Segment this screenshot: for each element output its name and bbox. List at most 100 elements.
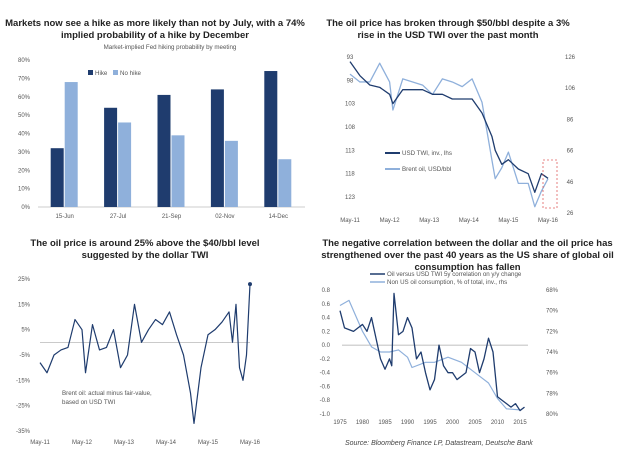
chart1-subtitle: Market-implied Fed hiking probability by… [104, 44, 237, 51]
bar-hike [210, 89, 224, 207]
bar-no-hike [171, 135, 185, 207]
annotation-line1: Brent oil: actual minus fair-value, [62, 390, 152, 397]
x-tick-label: 2015 [513, 420, 527, 426]
right-y-tick-label: 80% [546, 412, 559, 418]
y-tick-label: -15% [16, 378, 31, 384]
right-y-tick-label: 26 [567, 211, 574, 217]
bar-no-hike [224, 140, 238, 207]
y-tick-label: 40% [18, 132, 31, 138]
left-y-tick-label: 118 [345, 172, 355, 178]
x-tick-label: May-11 [30, 440, 50, 446]
left-y-tick-label: 0.8 [322, 288, 331, 294]
chart4-title: The negative correlation between the dol… [321, 238, 614, 273]
y-tick-label: 10% [18, 187, 31, 193]
x-tick-label: May-12 [380, 218, 401, 224]
x-tick-label: 02-Nov [215, 214, 234, 220]
right-y-tick-label: 68% [546, 288, 559, 294]
left-y-tick-label: 0.4 [322, 316, 331, 322]
source-note: Source: Bloomberg Finance LP, Datastream… [345, 440, 533, 447]
x-tick-label: 2010 [491, 420, 505, 426]
chart2-title: The oil price has broken through $50/bbl… [326, 18, 570, 41]
bar-no-hike [64, 82, 78, 207]
legend-swatch [113, 70, 118, 75]
left-y-tick-label: -0.6 [320, 384, 331, 390]
legend-swatch [88, 70, 93, 75]
bar-hike [264, 71, 278, 208]
y-tick-label: -25% [16, 404, 31, 410]
bar-hike [104, 107, 118, 207]
x-tick-label: May-13 [114, 440, 135, 446]
legend-label: Oil versus USD TWI 5y correlation on y/y… [387, 271, 522, 278]
bar-hike [157, 94, 171, 207]
latest-point-marker [248, 282, 252, 287]
right-y-tick-label: 66 [567, 149, 574, 155]
y-tick-label: 80% [18, 58, 31, 64]
x-tick-label: 1990 [401, 420, 415, 426]
x-tick-label: 27-Jul [110, 214, 126, 220]
left-y-tick-label: 113 [345, 148, 355, 154]
non-us-consumption-line [339, 299, 521, 411]
y-tick-label: 5% [21, 328, 30, 334]
chart3-title: The oil price is around 25% above the $4… [30, 238, 260, 261]
correlation-line [339, 292, 525, 412]
x-tick-label: May-12 [72, 440, 93, 446]
left-y-tick-label: 0.2 [322, 329, 331, 335]
x-tick-label: May-11 [340, 218, 360, 224]
left-y-tick-label: 0.6 [322, 302, 331, 308]
left-y-tick-label: -0.2 [320, 357, 331, 363]
x-tick-label: 21-Sep [162, 214, 182, 220]
x-tick-label: 2005 [468, 420, 482, 426]
x-tick-label: 14-Dec [269, 214, 288, 220]
right-y-tick-label: 70% [546, 309, 559, 315]
y-tick-label: 60% [18, 95, 31, 101]
x-tick-label: May-16 [240, 440, 261, 446]
left-y-tick-label: 98 [347, 78, 354, 84]
right-y-tick-label: 126 [565, 55, 576, 61]
y-tick-label: 15% [18, 302, 31, 308]
brent-oil-line [349, 62, 549, 208]
right-y-tick-label: 46 [567, 180, 574, 186]
right-y-tick-label: 106 [565, 86, 576, 92]
right-y-tick-label: 72% [546, 329, 559, 335]
bar-hike [50, 148, 64, 207]
right-y-tick-label: 86 [567, 117, 574, 123]
y-tick-label: 50% [18, 113, 31, 119]
right-y-tick-label: 74% [546, 350, 559, 356]
chart1-title: Markets now see a hike as more likely th… [5, 18, 305, 41]
left-y-tick-label: 123 [345, 195, 356, 201]
x-tick-label: 15-Jun [56, 214, 74, 220]
bar-no-hike [278, 159, 292, 207]
left-y-tick-label: 108 [345, 125, 356, 131]
legend-label: Non US oil consumption, % of total, inv.… [387, 279, 507, 286]
highlight-box [542, 159, 558, 209]
fair-value-gap-line [39, 284, 251, 424]
y-tick-label: 25% [18, 277, 31, 283]
left-y-tick-label: 103 [345, 102, 356, 108]
left-y-tick-label: -1.0 [320, 412, 331, 418]
x-tick-label: May-13 [419, 218, 440, 224]
x-tick-label: May-14 [156, 440, 177, 446]
x-tick-label: 1995 [423, 420, 437, 426]
annotation-line2: based on USD TWI [62, 399, 115, 406]
y-tick-label: 30% [18, 150, 31, 156]
x-tick-label: May-14 [459, 218, 480, 224]
left-y-tick-label: -0.4 [320, 371, 331, 377]
left-y-tick-label: 0.0 [322, 343, 331, 349]
legend-label: Brent oil, USD/bbl [402, 166, 451, 173]
y-tick-label: 0% [21, 205, 30, 211]
y-tick-label: -35% [16, 429, 31, 435]
usd-twi-line [349, 61, 549, 193]
right-y-tick-label: 78% [546, 391, 559, 397]
y-tick-label: 20% [18, 168, 31, 174]
left-y-tick-label: 93 [347, 55, 354, 61]
legend-label: Hike [95, 70, 108, 77]
x-tick-label: 2000 [446, 420, 460, 426]
bar-no-hike [118, 122, 132, 207]
x-tick-label: 1975 [333, 420, 347, 426]
y-tick-label: 70% [18, 76, 31, 82]
x-tick-label: May-16 [538, 218, 559, 224]
legend-label: USD TWI, inv., lhs [402, 150, 452, 157]
x-tick-label: May-15 [198, 440, 219, 446]
x-tick-label: 1985 [378, 420, 392, 426]
